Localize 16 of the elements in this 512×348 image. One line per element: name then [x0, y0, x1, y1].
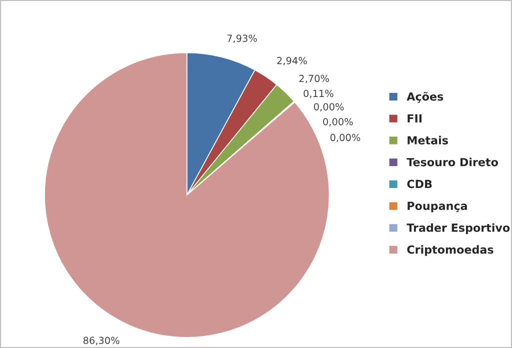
- text: 0,00%: [314, 103, 344, 112]
- legend-label: FII: [408, 114, 422, 122]
- data-label: 2,94%: [277, 56, 307, 66]
- legend-label: Trader Esportivo: [406, 223, 510, 234]
- data-label: 0,11%: [304, 90, 334, 98]
- data-label: 2,70%: [299, 74, 329, 84]
- data-label: 7,93%: [227, 34, 257, 43]
- text: 0,00%: [330, 134, 360, 142]
- legend-label: Tesouro Direto: [406, 158, 498, 166]
- data-label: 86,30%: [83, 336, 120, 346]
- legend-label: CDB: [407, 180, 432, 188]
- legend-label: Metais: [408, 136, 448, 144]
- text: 0,00%: [323, 118, 353, 126]
- legend-label: Ações: [406, 92, 444, 103]
- legend-label: Criptomoedas: [407, 245, 494, 256]
- legend-label: Poupança: [408, 202, 467, 212]
